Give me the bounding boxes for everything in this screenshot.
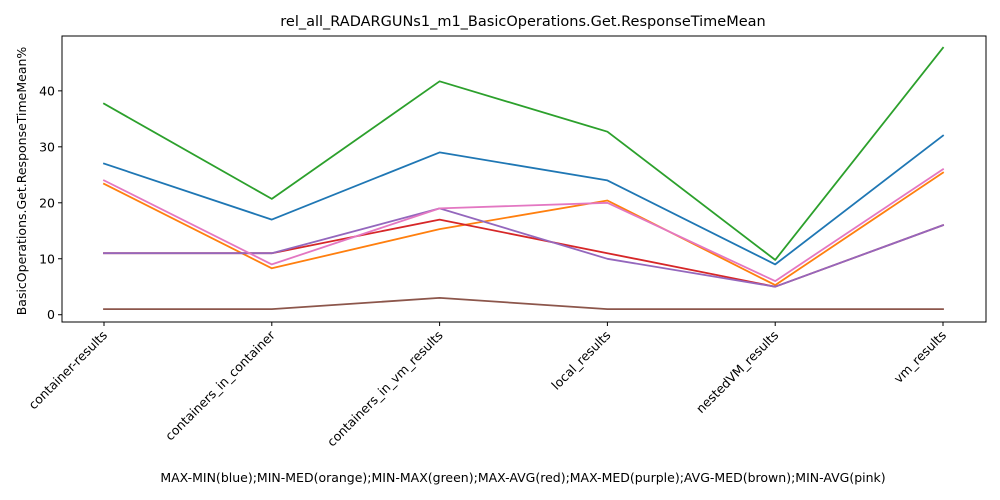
y-axis-label: BasicOperations.Get.ResponseTimeMean% xyxy=(14,47,29,316)
x-tick-label: vm_results xyxy=(891,328,949,386)
plot-frame xyxy=(61,35,987,323)
x-tick-label: container-results xyxy=(25,328,110,413)
series-line-1 xyxy=(102,134,945,266)
y-tick-label: 10 xyxy=(39,251,55,266)
y-tick-label: 40 xyxy=(39,83,55,98)
y-tick-label: 30 xyxy=(39,139,55,154)
series-line-6 xyxy=(103,296,944,311)
y-axis: 0 10 20 30 40 xyxy=(39,83,62,322)
x-tick-label: local_results xyxy=(548,328,613,393)
x-axis: container-results containers_in_container… xyxy=(25,322,949,449)
x-tick-label: containers_in_container xyxy=(162,327,278,443)
chart-title: rel_all_RADARGUNs1_m1_BasicOperations.Ge… xyxy=(280,14,765,30)
series-line-5 xyxy=(103,207,945,288)
plot-area xyxy=(61,35,987,323)
x-tick-label: nestedVM_results xyxy=(693,328,781,416)
x-tick-label: containers_in_vm_results xyxy=(324,328,446,450)
series-line-3 xyxy=(102,46,945,261)
y-tick-label: 0 xyxy=(47,307,55,322)
x-axis-label: MAX-MIN(blue);MIN-MED(orange);MIN-MAX(gr… xyxy=(160,470,885,485)
series-line-2 xyxy=(102,171,945,287)
series-line-7 xyxy=(102,167,945,283)
y-tick-label: 20 xyxy=(39,195,55,210)
